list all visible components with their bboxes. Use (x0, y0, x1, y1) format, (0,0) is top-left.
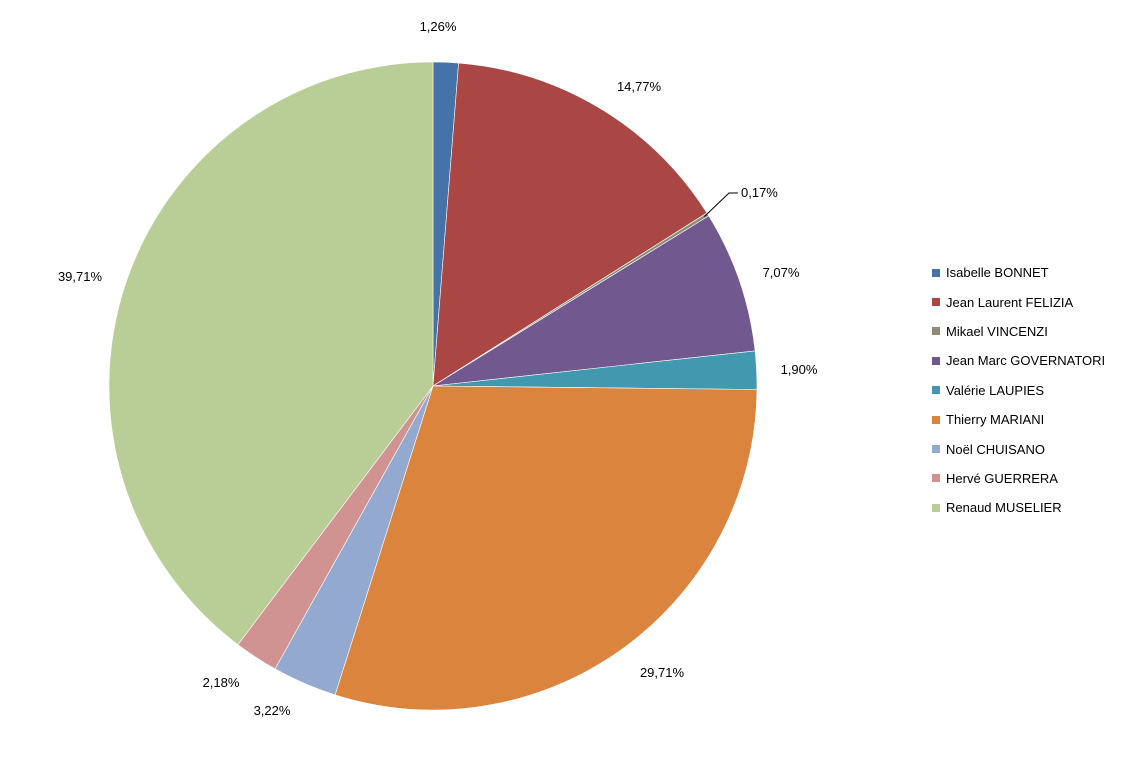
legend-item: Hervé GUERRERA (932, 464, 1122, 493)
legend-item: Mikael VINCENZI (932, 317, 1122, 346)
legend-swatch (932, 298, 940, 307)
legend-swatch (932, 445, 940, 454)
legend-label: Thierry MARIANI (946, 412, 1045, 428)
data-label: 1,26% (420, 19, 457, 34)
legend-label: Jean Marc GOVERNATORI (946, 353, 1106, 369)
legend-item: Jean Marc GOVERNATORI (932, 346, 1122, 375)
pie-slice (432, 62, 708, 387)
data-label: 7,07% (763, 265, 800, 280)
legend-item: Noël CHUISANO (932, 434, 1122, 463)
legend-item: Thierry MARIANI (932, 405, 1122, 434)
legend-label: Mikael VINCENZI (946, 323, 1048, 339)
leader-line (704, 192, 738, 217)
legend-label: Hervé GUERRERA (946, 470, 1058, 486)
legend-label: Noël CHUISANO (946, 441, 1045, 457)
pie-slice (108, 61, 434, 646)
legend-item: Jean Laurent FELIZIA (932, 287, 1122, 316)
legend-label: Renaud MUSELIER (946, 500, 1062, 516)
pie-slice (334, 385, 758, 711)
data-label: 3,22% (254, 703, 291, 718)
legend-swatch (932, 503, 940, 512)
data-label: 39,71% (58, 269, 103, 284)
legend-item: Renaud MUSELIER (932, 493, 1122, 522)
legend-swatch (932, 474, 940, 483)
legend-swatch (932, 356, 940, 365)
data-label: 0,17% (741, 185, 778, 200)
legend-label: Jean Laurent FELIZIA (946, 294, 1074, 310)
data-label: 2,18% (203, 675, 240, 690)
legend-label: Isabelle BONNET (946, 265, 1049, 281)
legend-swatch (932, 327, 940, 336)
legend-item: Valérie LAUPIES (932, 376, 1122, 405)
pie-slice (432, 215, 756, 387)
legend-swatch (932, 268, 940, 277)
legend-label: Valérie LAUPIES (946, 382, 1045, 398)
legend-swatch (932, 386, 940, 395)
data-label: 1,90% (781, 362, 818, 377)
legend-item: Isabelle BONNET (932, 258, 1122, 287)
legend-swatch (932, 415, 940, 424)
legend: Isabelle BONNET Jean Laurent FELIZIA Mik… (932, 258, 1122, 523)
data-label: 14,77% (617, 79, 662, 94)
data-label: 29,71% (640, 665, 685, 680)
